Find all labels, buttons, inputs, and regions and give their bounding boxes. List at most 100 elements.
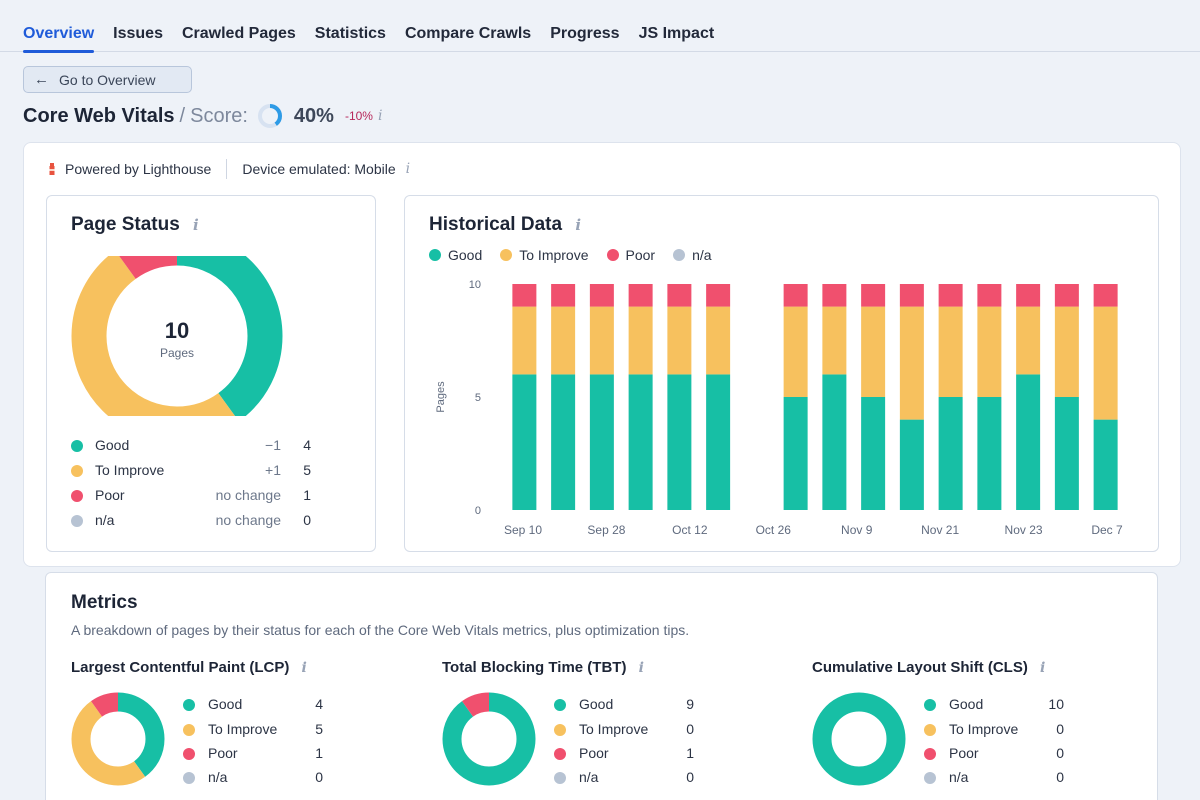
bar-segment-good[interactable] [977,397,1002,510]
x-tick-label: Nov 23 [1005,523,1043,537]
bar-segment-improve[interactable] [706,306,731,375]
bar-segment-improve[interactable] [783,306,808,397]
bar-segment-good[interactable] [589,374,614,510]
bar-segment-good[interactable] [861,397,886,510]
page-status-info-icon[interactable]: i [193,216,199,234]
device-info-icon[interactable]: i [405,161,411,177]
historical-info-icon[interactable]: i [575,216,582,234]
bar-segment-improve[interactable] [822,306,847,375]
legend-poor[interactable]: Poor [606,247,655,263]
bar-segment-poor[interactable] [977,284,1002,307]
cls-info-icon[interactable]: i [1040,660,1046,676]
tab-issues[interactable]: Issues [113,25,163,42]
bar-segment-poor[interactable] [1093,284,1118,307]
x-tick-label: Oct 12 [672,523,708,537]
metric-2-slice-good[interactable] [812,692,906,786]
bar-segment-poor[interactable] [1016,284,1041,307]
bar-segment-good[interactable] [822,374,847,510]
bar-segment-good[interactable] [783,397,808,510]
bar-segment-improve[interactable] [551,306,576,375]
powered-by-text: Powered by Lighthouse [65,161,212,177]
donut-total: 10 [165,318,189,343]
bar-segment-poor[interactable] [551,284,576,307]
tab-overview[interactable]: Overview [23,0,95,53]
bar-segment-improve[interactable] [512,306,537,375]
bar-segment-good[interactable] [706,374,731,510]
bar-segment-poor[interactable] [706,284,731,307]
historical-bar-chart: 0 5 10 Pages Sep 10 Sep 28 Oct 12 Oct 26 Nov 9 No… [435,279,1123,537]
bar-segment-poor[interactable] [628,284,653,307]
legend-dot-good [71,440,83,452]
legend-to-improve[interactable]: To Improve [500,247,589,263]
status-row-poor: Poor no change 1 [71,486,311,506]
page-status-slice-good[interactable] [71,256,283,416]
bar-segment-poor[interactable] [938,284,963,307]
score-delta: -10% [344,109,373,123]
y-tick-label: 10 [469,279,481,291]
bar-segment-improve[interactable] [861,306,886,397]
y-tick-label: 0 [475,505,481,517]
lcp-row-poor: Poor 1 [183,744,323,764]
x-tick-label: Sep 28 [587,523,625,537]
bar-segment-poor[interactable] [667,284,692,307]
tab-crawled-pages[interactable]: Crawled Pages [181,25,296,42]
bar-segment-improve[interactable] [938,306,963,397]
bar-segment-poor[interactable] [512,284,537,307]
bar-segment-good[interactable] [1016,374,1041,510]
historical-legend: Good To Improve Poor n/a [429,247,712,263]
historical-data-title: Historical Data i [429,214,582,235]
page-status-slice-improve[interactable] [71,256,283,416]
metric-1-slice-poor[interactable] [442,692,536,786]
bar-segment-improve[interactable] [667,306,692,375]
bar-segment-improve[interactable] [628,306,653,375]
bar-segment-improve[interactable] [1093,306,1118,420]
bar-segment-poor[interactable] [861,284,886,307]
legend-dot-to-improve [71,465,83,477]
bar-segment-improve[interactable] [1054,306,1079,397]
score-ring-progress [257,104,282,128]
bar-segment-poor[interactable] [899,284,924,307]
bar-segment-poor[interactable] [1054,284,1079,307]
tab-js-impact[interactable]: JS Impact [638,25,715,42]
bar-segment-improve[interactable] [899,306,924,420]
bar-segment-good[interactable] [512,374,537,510]
score-info-icon[interactable]: i [377,108,383,124]
bar-segment-improve[interactable] [589,306,614,375]
legend-good[interactable]: Good [429,247,482,263]
metrics-card: Metrics A breakdown of pages by their st… [45,572,1158,800]
bar-segment-poor[interactable] [822,284,847,307]
tbt-row-to-improve: To Improve 0 [554,720,694,740]
bar-segment-improve[interactable] [977,306,1002,397]
tab-compare-crawls[interactable]: Compare Crawls [404,25,532,42]
bar-segment-good[interactable] [667,374,692,510]
metric-lcp-title: Largest Contentful Paint (LCP) i [71,659,307,676]
source-bar: Powered by Lighthouse Device emulated: M… [48,159,410,179]
page-title: Core Web Vitals / Score: 40% -10% i [23,102,382,130]
tab-statistics[interactable]: Statistics [314,25,386,42]
metric-0-slice-poor[interactable] [71,692,165,786]
bar-segment-good[interactable] [1093,419,1118,510]
metric-0-slice-improve[interactable] [71,692,165,786]
cls-row-to-improve: To Improve 0 [924,720,1064,740]
status-row-to-improve: To Improve +1 5 [71,461,311,481]
legend-na[interactable]: n/a [673,247,712,263]
tab-bar: Overview Issues Crawled Pages Statistics… [0,0,1200,53]
bar-segment-poor[interactable] [783,284,808,307]
go-to-overview-button[interactable]: ← Go to Overview [23,66,192,93]
y-axis-label: Pages [435,381,447,413]
tbt-info-icon[interactable]: i [638,660,644,676]
tab-progress[interactable]: Progress [550,25,620,42]
metric-1-slice-good[interactable] [442,692,536,786]
lcp-info-icon[interactable]: i [301,660,307,676]
page-status-title: Page Status i [71,214,199,235]
bar-segment-good[interactable] [899,419,924,510]
bar-segment-improve[interactable] [1016,306,1041,375]
arrow-left-icon: ← [34,71,49,88]
bar-segment-good[interactable] [628,374,653,510]
bar-segment-good[interactable] [551,374,576,510]
bar-segment-good[interactable] [938,397,963,510]
cls-row-na: n/a 0 [924,768,1064,788]
bar-segment-poor[interactable] [589,284,614,307]
bar-segment-good[interactable] [1054,397,1079,510]
tbt-row-poor: Poor 1 [554,744,694,764]
